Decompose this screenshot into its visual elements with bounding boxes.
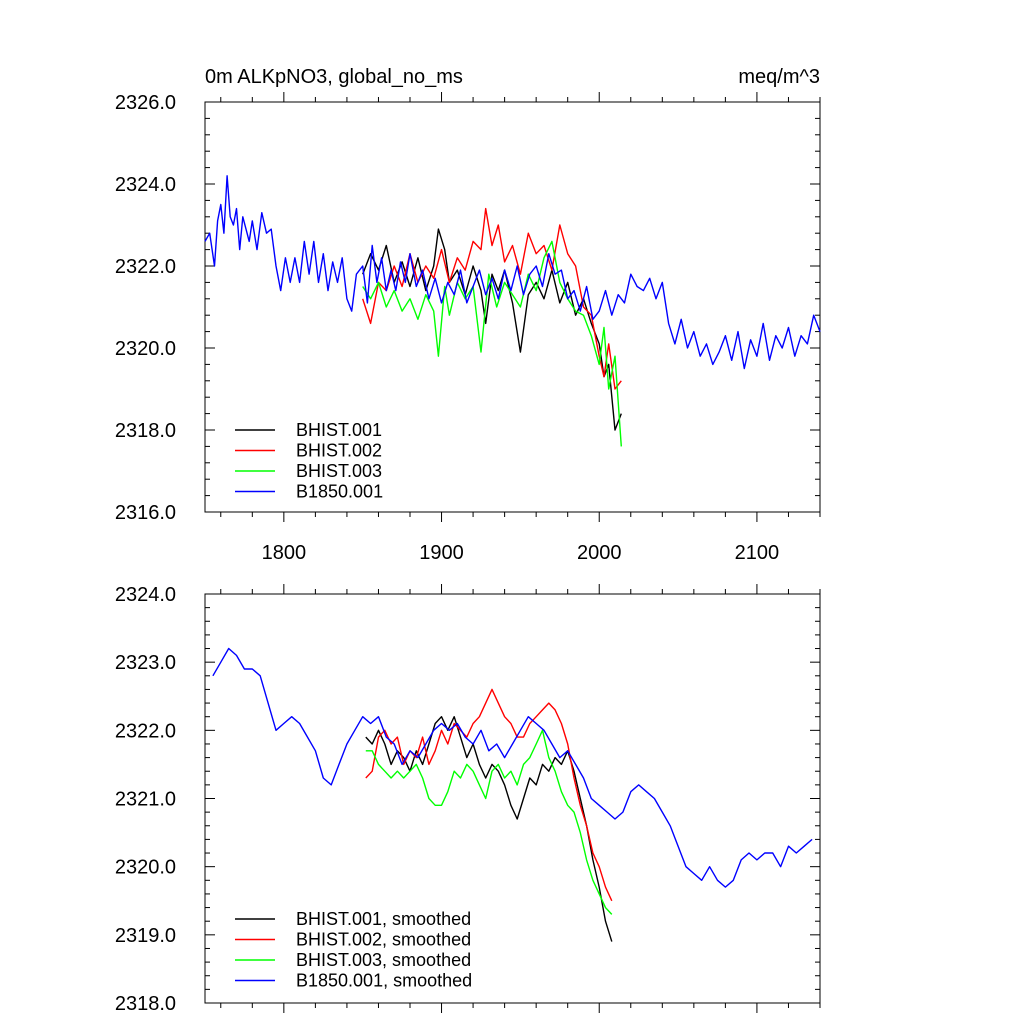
series-line-2 bbox=[365, 688, 613, 902]
y-tick-label: 2318.0 bbox=[115, 420, 176, 442]
y-tick-label: 2321.0 bbox=[115, 789, 176, 811]
legend-label: B1850.001, smoothed bbox=[296, 971, 472, 991]
series-line-4 bbox=[204, 175, 821, 370]
legend-label: BHIST.003 bbox=[296, 461, 382, 481]
y-tick-label: 2326.0 bbox=[115, 92, 176, 114]
x-tick-label: 1900 bbox=[419, 542, 464, 564]
x-tick-label: 1800 bbox=[262, 542, 307, 564]
legend-label: BHIST.001, smoothed bbox=[296, 909, 471, 929]
y-tick-label: 2318.0 bbox=[115, 993, 176, 1015]
y-tick-label: 2323.0 bbox=[115, 652, 176, 674]
top-panel-title: 0m ALKpNO3, global_no_ms bbox=[205, 66, 463, 88]
bottom-panel: 2318.0 2319.0 2320.0 2321.0 2322.0 2323.0 2324… bbox=[115, 584, 821, 1015]
x-tick-label: 2000 bbox=[577, 542, 622, 564]
x-tick-label: 2100 bbox=[735, 542, 780, 564]
legend-label: B1850.001 bbox=[296, 482, 383, 502]
series-line-4 bbox=[212, 647, 813, 888]
plot-frame bbox=[204, 101, 821, 513]
y-tick-label: 2324.0 bbox=[115, 174, 176, 196]
y-tick-label: 2320.0 bbox=[115, 857, 176, 879]
top-panel: 0m ALKpNO3, global_no_ms meq/m^3 2316.0 2… bbox=[115, 66, 821, 564]
y-tick-label: 2320.0 bbox=[115, 338, 176, 360]
legend-label: BHIST.001 bbox=[296, 420, 382, 440]
y-tick-label: 2316.0 bbox=[115, 502, 176, 524]
top-panel-units: meq/m^3 bbox=[738, 66, 820, 88]
legend-label: BHIST.002 bbox=[296, 441, 382, 461]
legend-label: BHIST.002, smoothed bbox=[296, 930, 471, 950]
y-tick-label: 2322.0 bbox=[115, 256, 176, 278]
y-tick-label: 2319.0 bbox=[115, 925, 176, 947]
y-tick-label: 2324.0 bbox=[115, 584, 176, 606]
legend-label: BHIST.003, smoothed bbox=[296, 950, 471, 970]
series-line-3 bbox=[362, 240, 622, 447]
y-tick-label: 2322.0 bbox=[115, 720, 176, 742]
series-line-3 bbox=[365, 729, 613, 915]
series-line-1 bbox=[362, 228, 622, 431]
series-line-2 bbox=[362, 207, 622, 390]
